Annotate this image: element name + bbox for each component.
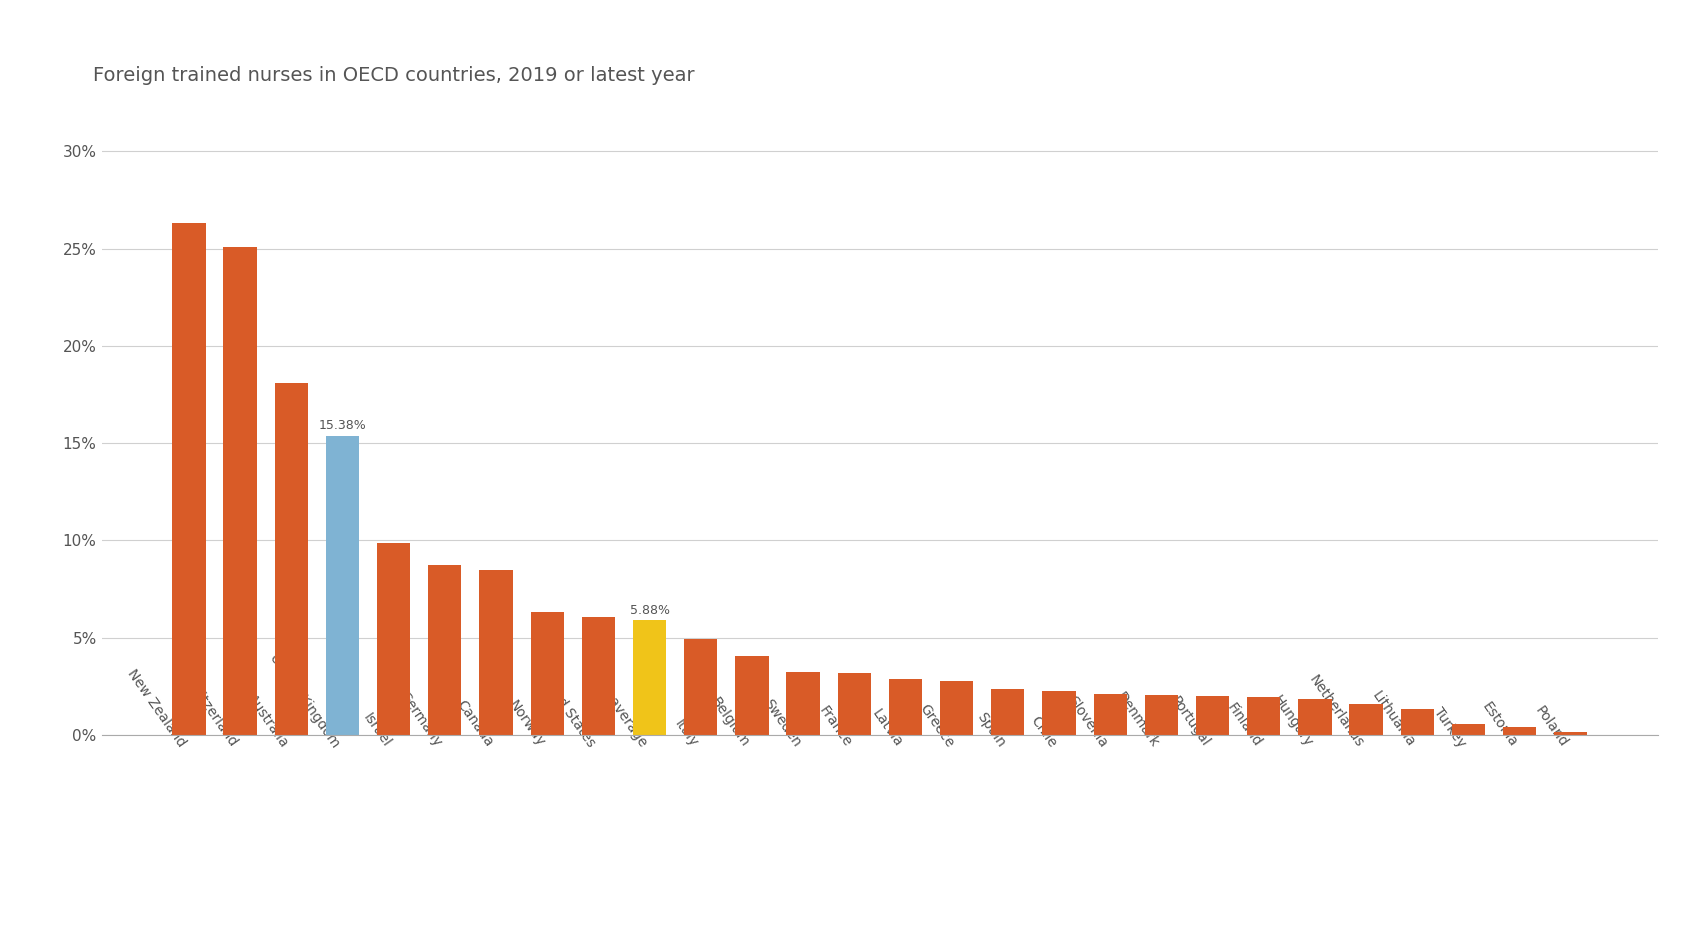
Bar — [1145, 695, 1178, 735]
Bar — [377, 544, 409, 735]
Bar — [736, 656, 768, 735]
Bar — [1452, 724, 1486, 735]
Text: Foreign trained nurses in OECD countries, 2019 or latest year: Foreign trained nurses in OECD countries… — [93, 66, 695, 85]
Bar — [684, 640, 717, 735]
Bar — [787, 672, 819, 735]
Bar — [1196, 696, 1228, 735]
Bar — [173, 223, 205, 735]
Bar — [428, 564, 462, 735]
Bar — [1555, 733, 1587, 735]
Bar — [838, 674, 871, 735]
Bar — [1093, 694, 1127, 735]
Bar — [1401, 709, 1433, 735]
Bar — [1298, 699, 1332, 735]
Bar — [888, 679, 922, 735]
Bar — [1247, 697, 1281, 735]
Bar — [1350, 704, 1382, 735]
Bar — [274, 382, 308, 735]
Bar — [633, 621, 667, 735]
Bar — [479, 571, 513, 735]
Bar — [582, 617, 614, 735]
Text: 15.38%: 15.38% — [318, 419, 367, 431]
Bar — [941, 681, 973, 735]
Bar — [223, 247, 257, 735]
Bar — [531, 612, 563, 735]
Bar — [992, 689, 1024, 735]
Text: 5.88%: 5.88% — [629, 604, 670, 616]
Bar — [1042, 691, 1076, 735]
Bar — [327, 435, 359, 735]
Bar — [1502, 727, 1536, 735]
